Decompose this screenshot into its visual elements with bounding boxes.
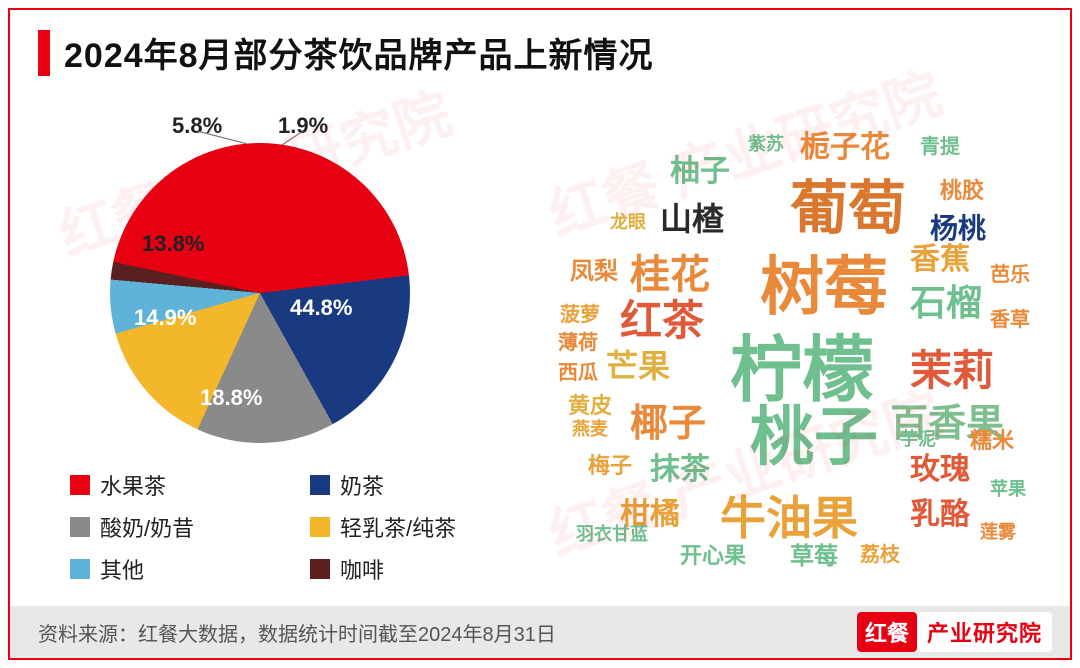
wordcloud-word: 西瓜	[558, 363, 598, 383]
wordcloud-word: 梅子	[588, 455, 632, 477]
title-row: 2024年8月部分茶饮品牌产品上新情况	[10, 10, 1070, 85]
wordcloud-word: 凤梨	[570, 260, 618, 284]
legend-label: 奶茶	[340, 469, 384, 501]
wordcloud-word: 桃子	[750, 405, 878, 469]
legend-label: 其他	[100, 553, 144, 585]
pie-wrap: 44.8% 18.8% 14.9% 13.8% 5.8% 1.9%	[80, 95, 460, 461]
wordcloud-word: 芋泥	[900, 430, 936, 448]
wordcloud-word: 桂花	[630, 255, 710, 295]
logo-text: 产业研究院	[917, 616, 1052, 648]
page-title: 2024年8月部分茶饮品牌产品上新情况	[64, 28, 654, 77]
wordcloud-word: 糯米	[970, 430, 1014, 452]
legend-item: 轻乳茶/纯茶	[310, 511, 510, 543]
logo-red-block: 红餐	[857, 612, 917, 652]
wordcloud-word: 开心果	[680, 545, 746, 567]
wordcloud-word: 羽衣甘蓝	[576, 525, 648, 543]
footer-bar: 资料来源：红餐大数据，数据统计时间截至2024年8月31日 红餐 产业研究院	[10, 606, 1070, 658]
wordcloud-word: 紫苏	[748, 135, 784, 153]
wordcloud-word: 椰子	[630, 405, 706, 443]
content-area: 44.8% 18.8% 14.9% 13.8% 5.8% 1.9% 水果茶 奶茶酸奶/奶昔 轻…	[10, 85, 1070, 585]
legend-swatch	[310, 475, 330, 495]
legend-item: 酸奶/奶昔	[70, 511, 270, 543]
wordcloud-word: 玫瑰	[910, 455, 970, 485]
source-text: 资料来源：红餐大数据，数据统计时间截至2024年8月31日	[38, 618, 556, 647]
pie-slice-label: 44.8%	[290, 295, 352, 321]
wordcloud-word: 杨桃	[930, 215, 986, 243]
legend-label: 酸奶/奶昔	[100, 511, 194, 543]
wordcloud-word: 栀子花	[800, 133, 890, 163]
wordcloud-word: 芭乐	[990, 265, 1030, 285]
chart-frame: 2024年8月部分茶饮品牌产品上新情况 44.8% 18.8% 14.9% 13.8%…	[8, 8, 1072, 660]
pie-slice-label: 14.9%	[134, 305, 196, 331]
legend-swatch	[70, 475, 90, 495]
wordcloud-panel: 柠檬树莓桃子葡萄牛油果红茶茉莉桂花百香果椰子山楂芒果石榴柚子栀子花杨桃香蕉抹茶柑…	[510, 85, 1050, 585]
brand-logo: 红餐 产业研究院	[857, 612, 1052, 652]
wordcloud-word: 石榴	[910, 285, 982, 321]
wordcloud-word: 龙眼	[610, 213, 646, 231]
wordcloud-word: 乳酪	[910, 500, 970, 530]
legend-label: 水果茶	[100, 469, 166, 501]
wordcloud-word: 青提	[920, 137, 960, 157]
wordcloud-word: 黄皮	[568, 395, 612, 417]
wordcloud-word: 葡萄	[790, 180, 906, 238]
wordcloud-word: 桃胶	[940, 180, 984, 202]
pie-slice-label: 5.8%	[172, 113, 222, 139]
wordcloud-word: 菠萝	[560, 305, 600, 325]
pie-panel: 44.8% 18.8% 14.9% 13.8% 5.8% 1.9% 水果茶 奶茶酸奶/奶昔 轻…	[30, 85, 510, 585]
legend-item: 奶茶	[310, 469, 510, 501]
legend-label: 咖啡	[340, 553, 384, 585]
wordcloud-word: 草莓	[790, 545, 838, 569]
pie-slice-label: 18.8%	[200, 385, 262, 411]
legend-item: 水果茶	[70, 469, 270, 501]
wordcloud-word: 红茶	[620, 300, 704, 342]
pie-slice-label: 1.9%	[278, 113, 328, 139]
wordcloud-word: 山楂	[660, 203, 724, 235]
wordcloud-word: 柚子	[670, 157, 730, 187]
legend-swatch	[310, 517, 330, 537]
wordcloud-word: 荔枝	[860, 545, 900, 565]
wordcloud-word: 抹茶	[650, 455, 710, 485]
legend-swatch	[310, 559, 330, 579]
legend-item: 其他	[70, 553, 270, 585]
wordcloud-word: 香蕉	[910, 245, 970, 275]
wordcloud-word: 茉莉	[910, 350, 994, 392]
wordcloud-word: 芒果	[606, 350, 670, 382]
wordcloud-word: 树莓	[760, 255, 888, 319]
pie-legend: 水果茶 奶茶酸奶/奶昔 轻乳茶/纯茶其他 咖啡	[30, 469, 510, 585]
wordcloud-word: 薄荷	[558, 333, 598, 353]
wordcloud-word: 莲雾	[980, 523, 1016, 541]
title-accent-bar	[38, 30, 50, 76]
wordcloud-word: 柠檬	[730, 335, 874, 407]
legend-swatch	[70, 517, 90, 537]
wordcloud-word: 苹果	[990, 480, 1026, 498]
legend-label: 轻乳茶/纯茶	[340, 511, 456, 543]
wordcloud-word: 燕麦	[572, 420, 608, 438]
wordcloud-word: 牛油果	[720, 495, 858, 541]
wordcloud-word: 香草	[990, 310, 1030, 330]
pie-slice-label: 13.8%	[142, 231, 204, 257]
legend-swatch	[70, 559, 90, 579]
legend-item: 咖啡	[310, 553, 510, 585]
